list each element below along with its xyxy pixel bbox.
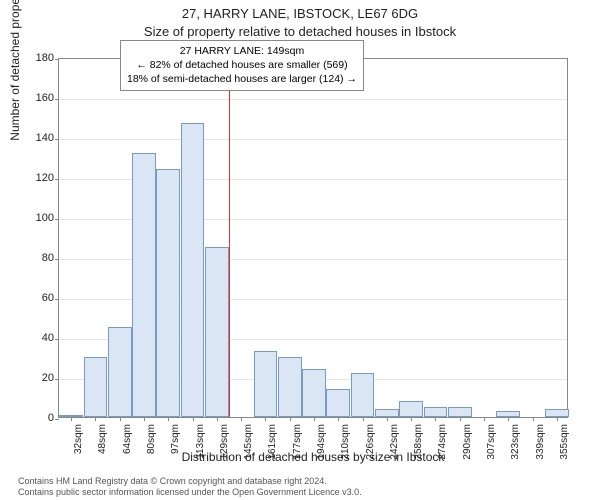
ytick-mark [55,379,59,380]
y-axis-label: Number of detached properties [8,0,22,238]
xtick-mark [557,417,558,421]
ytick-mark [55,139,59,140]
xtick-mark [193,417,194,421]
histogram-bar [278,357,302,417]
gridline-h [59,99,567,100]
ytick-label: 0 [48,412,54,424]
xtick-label: 48sqm [97,424,108,454]
histogram-bar [326,389,350,417]
ytick-label: 120 [36,172,54,184]
footer-line: Contains public sector information licen… [18,487,362,498]
ytick-label: 20 [42,372,54,384]
xtick-mark [411,417,412,421]
xtick-label: 80sqm [146,424,157,454]
gridline-h [59,139,567,140]
histogram-bar [399,401,423,417]
ytick-label: 140 [36,132,54,144]
xtick-mark [95,417,96,421]
ytick-label: 180 [36,52,54,64]
xtick-mark [168,417,169,421]
ytick-label: 160 [36,92,54,104]
ytick-mark [55,179,59,180]
xtick-mark [144,417,145,421]
attribution-footer: Contains HM Land Registry data © Crown c… [18,476,362,498]
xtick-label: 210sqm [340,424,351,460]
histogram-bar [84,357,108,417]
xtick-mark [533,417,534,421]
ytick-label: 60 [42,292,54,304]
supertitle: 27, HARRY LANE, IBSTOCK, LE67 6DG [0,6,600,21]
ytick-mark [55,259,59,260]
xtick-mark [460,417,461,421]
xtick-label: 32sqm [73,424,84,454]
ytick-label: 40 [42,332,54,344]
xtick-label: 307sqm [486,424,497,460]
ytick-mark [55,99,59,100]
xtick-mark [265,417,266,421]
xtick-label: 145sqm [243,424,254,460]
xtick-mark [217,417,218,421]
annotation-line: 18% of semi-detached houses are larger (… [127,72,357,86]
ytick-mark [55,419,59,420]
xtick-label: 129sqm [219,424,230,460]
histogram-bar [302,369,326,417]
footer-line: Contains HM Land Registry data © Crown c… [18,476,362,487]
annotation-line: 27 HARRY LANE: 149sqm [127,44,357,58]
xtick-mark [241,417,242,421]
xtick-label: 194sqm [316,424,327,460]
plot-area [58,58,568,418]
histogram-bar [351,373,375,417]
ytick-mark [55,339,59,340]
histogram-bar [254,351,278,417]
histogram-bar [205,247,229,417]
xtick-mark [435,417,436,421]
annotation-box: 27 HARRY LANE: 149sqm← 82% of detached h… [120,40,364,91]
ytick-mark [55,299,59,300]
xtick-mark [71,417,72,421]
histogram-bar [181,123,205,417]
histogram-bar [156,169,180,417]
xtick-mark [338,417,339,421]
xtick-label: 177sqm [292,424,303,460]
histogram-bar [108,327,132,417]
histogram-bar [375,409,399,417]
ytick-label: 100 [36,212,54,224]
histogram-bar [545,409,569,417]
xtick-mark [484,417,485,421]
ytick-mark [55,219,59,220]
xtick-label: 97sqm [170,424,181,454]
xtick-label: 274sqm [437,424,448,460]
histogram-bar [424,407,448,417]
xtick-label: 323sqm [510,424,521,460]
xtick-label: 339sqm [535,424,546,460]
xtick-label: 226sqm [365,424,376,460]
xtick-label: 355sqm [559,424,570,460]
xtick-mark [120,417,121,421]
chart-title: Size of property relative to detached ho… [0,24,600,39]
histogram-bar [448,407,472,417]
xtick-label: 64sqm [122,424,133,454]
xtick-mark [363,417,364,421]
xtick-mark [290,417,291,421]
reference-vline [229,59,230,417]
histogram-bar [132,153,156,417]
xtick-label: 161sqm [267,424,278,460]
xtick-label: 290sqm [462,424,473,460]
xtick-mark [508,417,509,421]
xtick-mark [387,417,388,421]
ytick-label: 80 [42,252,54,264]
ytick-mark [55,59,59,60]
xtick-label: 258sqm [413,424,424,460]
xtick-label: 113sqm [195,424,206,459]
annotation-line: ← 82% of detached houses are smaller (56… [127,58,357,72]
xtick-label: 242sqm [389,424,400,460]
xtick-mark [314,417,315,421]
